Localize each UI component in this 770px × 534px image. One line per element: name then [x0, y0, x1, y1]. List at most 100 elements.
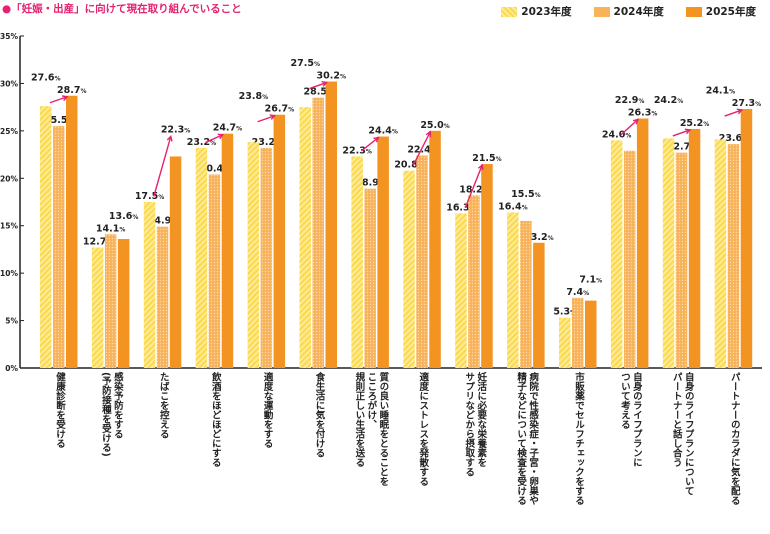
- arrow-head: [61, 95, 69, 101]
- x-category-label: 市販薬でセルフチェックをする: [573, 372, 584, 505]
- arrow-head: [166, 135, 173, 142]
- x-category-label: 適度にストレスを発散する: [417, 372, 429, 486]
- increase-arrow: [153, 136, 172, 197]
- bar-2023年度: [195, 147, 208, 368]
- bar-2024年度: [675, 152, 688, 368]
- data-label: 26.3%: [628, 108, 657, 119]
- increase-arrow: [257, 115, 275, 123]
- bar-2023年度: [351, 156, 363, 368]
- data-label: 23.2%: [187, 137, 216, 148]
- bar-2023年度: [143, 202, 156, 368]
- bar-2023年度: [610, 140, 623, 368]
- bar-2025年度: [533, 242, 545, 368]
- bar-2023年度: [403, 170, 415, 368]
- bar-2024年度: [156, 226, 169, 368]
- bar-2023年度: [455, 213, 467, 368]
- bar-2024年度: [312, 97, 324, 369]
- bar-2024年度: [260, 147, 273, 368]
- arrow-head: [269, 114, 276, 120]
- x-category-label: 飲酒をほどほどにする: [209, 372, 221, 467]
- chart-title: ●「妊娠・出産」に向けて現在取り組んでいること: [2, 3, 242, 15]
- data-label: 28.7%: [57, 85, 86, 96]
- bar-2023年度: [714, 139, 727, 368]
- data-label: 24.7%: [213, 123, 242, 134]
- increase-arrow: [49, 96, 68, 104]
- bar-2024年度: [208, 174, 221, 368]
- bar-2025年度: [740, 109, 753, 368]
- bar-2024年度: [727, 144, 740, 368]
- increase-arrow: [464, 164, 483, 209]
- bar-2025年度: [273, 114, 286, 368]
- y-tick-label: 25%: [0, 127, 18, 136]
- data-labels: 27.6%25.5%28.7%12.7%14.1%13.6%17.5%14.9%…: [31, 58, 761, 318]
- bar-2023年度: [559, 317, 571, 368]
- data-label: 21.5%: [472, 153, 501, 164]
- legend-swatch: [501, 6, 518, 17]
- data-label: 24.4%: [368, 126, 397, 137]
- data-label: 14.1%: [96, 223, 125, 234]
- x-category-label: パートナーのカラダに気を配る: [728, 372, 740, 505]
- bar-2023年度: [40, 106, 52, 369]
- x-category-label: 病院で性感染症・子宮・卵巣や 精子などについて検査を受ける: [515, 372, 539, 505]
- legend-item-2023: 2023年度: [501, 4, 572, 19]
- bar-2024年度: [468, 195, 480, 368]
- bar-2025年度: [117, 238, 130, 368]
- data-label: 7.4%: [566, 287, 589, 298]
- data-label: 7.1%: [579, 274, 602, 285]
- bar-2025年度: [377, 136, 389, 368]
- bar-2025年度: [325, 81, 337, 368]
- data-label: 22.3%: [342, 145, 371, 156]
- increase-arrow: [724, 109, 742, 117]
- increase-arrow: [205, 134, 223, 144]
- bar-2025年度: [688, 128, 701, 368]
- bar-2024年度: [364, 188, 376, 368]
- bar-2023年度: [507, 212, 519, 368]
- bar-2025年度: [585, 300, 597, 368]
- data-label: 13.6%: [109, 211, 138, 222]
- bar-2024年度: [104, 234, 117, 368]
- legend-swatch: [593, 6, 610, 17]
- legend-item-2025: 2025年度: [685, 4, 756, 19]
- legend-label: 2025年度: [705, 6, 756, 18]
- data-label: 23.8%: [239, 91, 268, 102]
- x-category-label: 健康診断を受ける: [54, 372, 65, 448]
- bar-2025年度: [221, 133, 234, 368]
- arrow-head: [425, 130, 432, 137]
- data-label: 13.2%: [524, 232, 553, 243]
- increase-arrow: [620, 119, 639, 136]
- bar-2025年度: [636, 118, 649, 368]
- y-tick-label: 20%: [0, 174, 18, 183]
- arrow-head: [373, 136, 380, 143]
- x-category-label: たばこを控える: [157, 372, 169, 439]
- bar-2023年度: [91, 247, 104, 368]
- data-label: 24.2%: [654, 95, 683, 106]
- y-tick-label: 10%: [0, 269, 18, 278]
- data-label: 22.3%: [161, 124, 190, 135]
- increase-arrow: [672, 129, 691, 137]
- increase-arrow: [309, 81, 327, 90]
- bar-2024年度: [520, 220, 532, 368]
- legend-label: 2023年度: [521, 6, 572, 18]
- x-category-label: 適度な運動をする: [261, 372, 273, 448]
- bar-2024年度: [623, 150, 636, 368]
- x-category-label: 自身のライフプランに ついて考える: [618, 372, 642, 467]
- data-label: 27.5%: [291, 58, 320, 69]
- data-label: 26.7%: [265, 104, 294, 115]
- bar-2025年度: [169, 156, 182, 368]
- legend-item-2024: 2024年度: [593, 4, 664, 19]
- increase-arrow: [412, 131, 431, 166]
- arrow-head: [736, 108, 744, 115]
- data-label: 25.2%: [680, 118, 709, 129]
- y-tick-label: 5%: [5, 317, 18, 326]
- x-category-label: 自身のライフプランについて パートナーと話し合う: [670, 372, 694, 496]
- bar-2023年度: [662, 138, 675, 368]
- legend-label: 2024年度: [613, 6, 664, 18]
- y-tick-label: 15%: [0, 222, 18, 231]
- legend-swatch: [685, 6, 702, 17]
- bar-2025年度: [429, 130, 441, 368]
- y-tick-label: 30%: [0, 79, 18, 88]
- data-label: 24.1%: [706, 86, 735, 97]
- bar-2024年度: [416, 155, 428, 368]
- bar-2025年度: [481, 164, 493, 368]
